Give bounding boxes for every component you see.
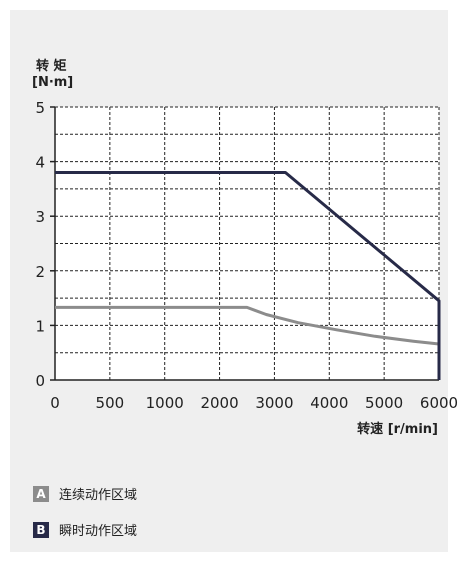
x-tick-label: 500 [96, 394, 125, 412]
x-tick-label: 3000 [255, 394, 293, 412]
x-axis-label: 转速 [r/min] [357, 421, 438, 437]
y-tick-label: 0 [35, 372, 45, 390]
legend-badge-a: A [33, 485, 49, 502]
y-tick-label: 4 [35, 154, 45, 172]
y-axis-label-line2: [N·m] [32, 75, 73, 90]
x-tick-label: 1000 [146, 394, 184, 412]
y-tick-label: 5 [35, 99, 45, 117]
x-tick-label: 5000 [365, 394, 403, 412]
y-tick-label: 2 [35, 263, 45, 281]
y-tick-label: 3 [35, 208, 45, 226]
series-line-a [55, 305, 440, 346]
series-line-b [55, 171, 441, 380]
legend-item-a: A 连续动作区域 [33, 484, 137, 503]
x-tick-label: 2000 [200, 394, 238, 412]
y-tick-label: 1 [35, 317, 45, 335]
x-tick-label: 4000 [310, 394, 348, 412]
legend-badge-b: B [33, 521, 49, 538]
legend-item-b: B 瞬时动作区域 [33, 520, 137, 539]
x-tick-label: 6000 [420, 394, 458, 412]
legend-label-b: 瞬时动作区域 [59, 524, 138, 539]
x-tick-label: 0 [50, 394, 60, 412]
legend-label-a: 连续动作区域 [59, 488, 138, 503]
y-axis-label-line1: 转 矩 [36, 58, 67, 74]
